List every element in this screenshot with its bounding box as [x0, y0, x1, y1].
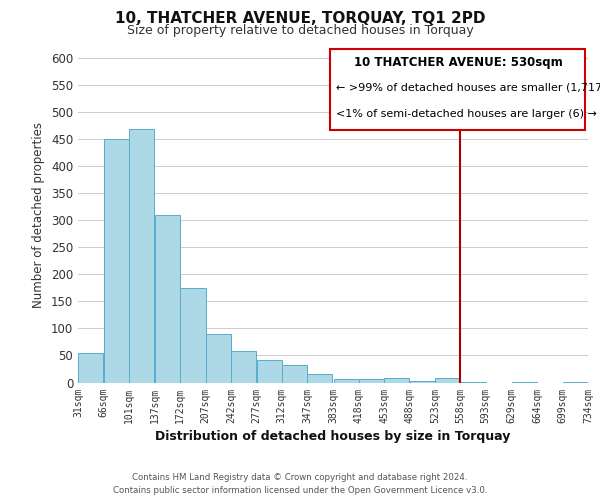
Bar — [282, 365, 307, 382]
Bar — [181, 288, 206, 382]
Bar — [435, 378, 460, 382]
Y-axis label: Number of detached properties: Number of detached properties — [32, 122, 46, 308]
Text: Size of property relative to detached houses in Torquay: Size of property relative to detached ho… — [127, 24, 473, 37]
FancyBboxPatch shape — [331, 49, 586, 130]
Text: Contains HM Land Registry data © Crown copyright and database right 2024.
Contai: Contains HM Land Registry data © Crown c… — [113, 473, 487, 495]
Bar — [78, 353, 103, 382]
Bar — [359, 378, 384, 382]
Bar — [129, 128, 154, 382]
Bar — [206, 334, 231, 382]
Text: 10, THATCHER AVENUE, TORQUAY, TQ1 2PD: 10, THATCHER AVENUE, TORQUAY, TQ1 2PD — [115, 11, 485, 26]
Bar — [257, 360, 281, 382]
Bar — [231, 351, 256, 382]
Bar — [334, 378, 359, 382]
X-axis label: Distribution of detached houses by size in Torquay: Distribution of detached houses by size … — [155, 430, 511, 442]
Bar — [104, 140, 128, 382]
Bar — [385, 378, 409, 382]
Text: 10 THATCHER AVENUE: 530sqm: 10 THATCHER AVENUE: 530sqm — [353, 56, 562, 69]
Bar — [307, 374, 332, 382]
Text: ← >99% of detached houses are smaller (1,717): ← >99% of detached houses are smaller (1… — [335, 82, 600, 92]
Bar — [155, 215, 180, 382]
Text: <1% of semi-detached houses are larger (6) →: <1% of semi-detached houses are larger (… — [335, 110, 596, 120]
